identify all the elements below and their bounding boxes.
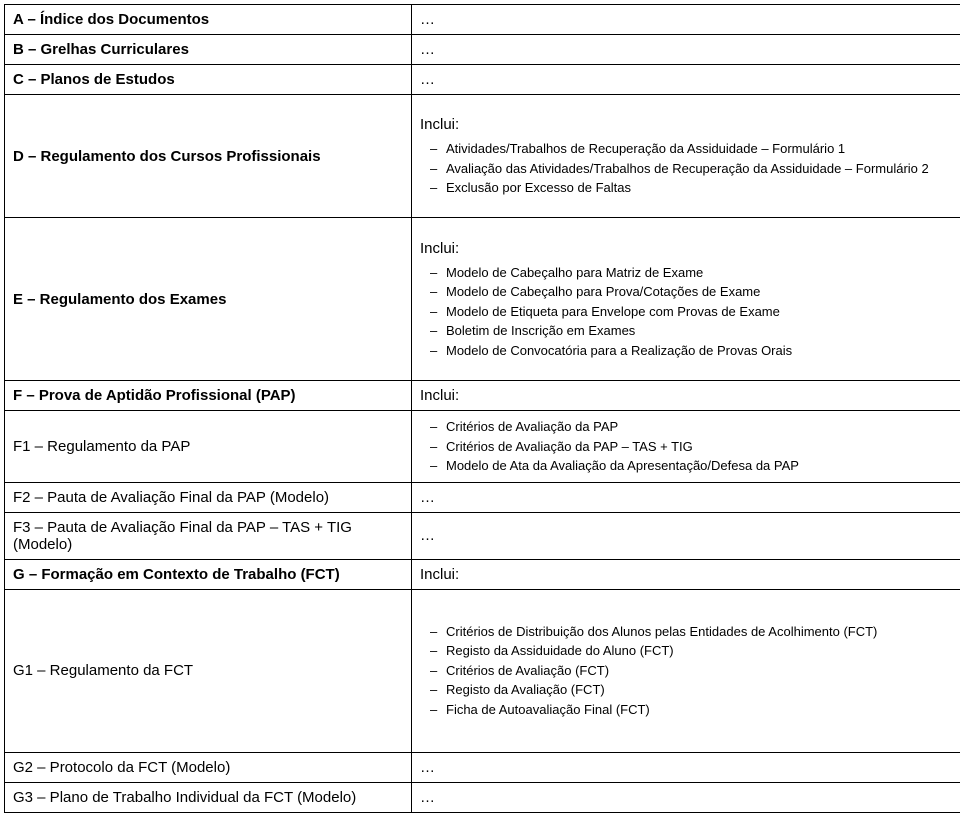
row-b-right: …: [412, 35, 960, 65]
row-g2: G2 – Protocolo da FCT (Modelo) …: [5, 752, 960, 782]
list-item: Modelo de Ata da Avaliação da Apresentaç…: [420, 456, 960, 476]
row-b: B – Grelhas Curriculares …: [5, 35, 960, 65]
row-g3-right: …: [412, 782, 960, 812]
list-item: Exclusão por Excesso de Faltas: [420, 178, 960, 198]
row-f: F – Prova de Aptidão Profissional (PAP) …: [5, 381, 960, 411]
row-a-label: A – Índice dos Documentos: [5, 5, 412, 35]
row-e-label: E – Regulamento dos Exames: [5, 218, 412, 381]
row-f-right: Inclui:: [412, 381, 960, 411]
row-f1-right: Critérios de Avaliação da PAP Critérios …: [412, 411, 960, 483]
row-g3-label: G3 – Plano de Trabalho Individual da FCT…: [5, 782, 412, 812]
row-g1: G1 – Regulamento da FCT Critérios de Dis…: [5, 589, 960, 752]
list-item: Critérios de Avaliação da PAP – TAS + TI…: [420, 437, 960, 457]
list-item: Avaliação das Atividades/Trabalhos de Re…: [420, 159, 960, 179]
row-f-label: F – Prova de Aptidão Profissional (PAP): [5, 381, 412, 411]
list-item: Boletim de Inscrição em Exames: [420, 321, 960, 341]
row-g1-right: Critérios de Distribuição dos Alunos pel…: [412, 589, 960, 752]
row-g-right: Inclui:: [412, 559, 960, 589]
list-item: Ficha de Autoavaliação Final (FCT): [420, 700, 960, 720]
list-item: Atividades/Trabalhos de Recuperação da A…: [420, 139, 960, 159]
row-g3: G3 – Plano de Trabalho Individual da FCT…: [5, 782, 960, 812]
row-a: A – Índice dos Documentos …: [5, 5, 960, 35]
row-e-list: Modelo de Cabeçalho para Matriz de Exame…: [420, 263, 960, 361]
row-d-list: Atividades/Trabalhos de Recuperação da A…: [420, 139, 960, 198]
row-g2-label: G2 – Protocolo da FCT (Modelo): [5, 752, 412, 782]
row-f1-label: F1 – Regulamento da PAP: [5, 411, 412, 483]
row-g-label: G – Formação em Contexto de Trabalho (FC…: [5, 559, 412, 589]
list-item: Critérios de Avaliação da PAP: [420, 417, 960, 437]
row-f2-label: F2 – Pauta de Avaliação Final da PAP (Mo…: [5, 482, 412, 512]
row-g2-right: …: [412, 752, 960, 782]
row-d: D – Regulamento dos Cursos Profissionais…: [5, 95, 960, 218]
list-item: Registo da Avaliação (FCT): [420, 680, 960, 700]
row-c-right: …: [412, 65, 960, 95]
list-item: Registo da Assiduidade do Aluno (FCT): [420, 641, 960, 661]
row-f1-list: Critérios de Avaliação da PAP Critérios …: [420, 417, 960, 476]
row-d-right: Inclui: Atividades/Trabalhos de Recupera…: [412, 95, 960, 218]
row-f3-label: F3 – Pauta de Avaliação Final da PAP – T…: [5, 512, 412, 559]
list-item: Modelo de Cabeçalho para Matriz de Exame: [420, 263, 960, 283]
row-e-right: Inclui: Modelo de Cabeçalho para Matriz …: [412, 218, 960, 381]
document-index-table: A – Índice dos Documentos … B – Grelhas …: [4, 4, 960, 813]
list-item: Modelo de Convocatória para a Realização…: [420, 341, 960, 361]
list-item: Modelo de Etiqueta para Envelope com Pro…: [420, 302, 960, 322]
row-a-right: …: [412, 5, 960, 35]
row-f2-right: …: [412, 482, 960, 512]
row-f3: F3 – Pauta de Avaliação Final da PAP – T…: [5, 512, 960, 559]
list-item: Critérios de Avaliação (FCT): [420, 661, 960, 681]
row-e: E – Regulamento dos Exames Inclui: Model…: [5, 218, 960, 381]
row-b-label: B – Grelhas Curriculares: [5, 35, 412, 65]
row-c-label: C – Planos de Estudos: [5, 65, 412, 95]
row-g1-list: Critérios de Distribuição dos Alunos pel…: [420, 622, 960, 720]
row-d-intro: Inclui:: [420, 116, 960, 133]
row-g1-label: G1 – Regulamento da FCT: [5, 589, 412, 752]
row-c: C – Planos de Estudos …: [5, 65, 960, 95]
list-item: Modelo de Cabeçalho para Prova/Cotações …: [420, 282, 960, 302]
row-f2: F2 – Pauta de Avaliação Final da PAP (Mo…: [5, 482, 960, 512]
list-item: Critérios de Distribuição dos Alunos pel…: [420, 622, 960, 642]
row-d-label: D – Regulamento dos Cursos Profissionais: [5, 95, 412, 218]
row-f3-right: …: [412, 512, 960, 559]
row-e-intro: Inclui:: [420, 240, 960, 257]
row-f1: F1 – Regulamento da PAP Critérios de Ava…: [5, 411, 960, 483]
row-g: G – Formação em Contexto de Trabalho (FC…: [5, 559, 960, 589]
